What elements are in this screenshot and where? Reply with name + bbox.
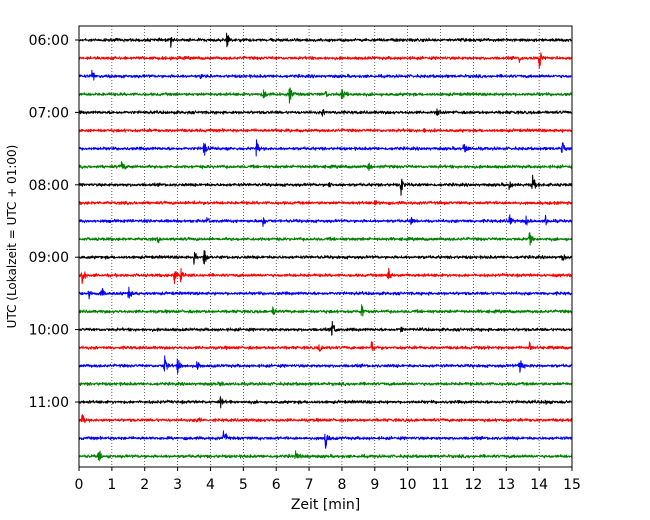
x-tick-label: 6 xyxy=(272,477,281,493)
trace-0815 xyxy=(78,199,573,206)
trace-0900 xyxy=(78,250,573,265)
trace-1100 xyxy=(78,396,573,409)
x-tick-label: 2 xyxy=(140,477,149,493)
trace-1145 xyxy=(78,450,573,462)
trace-0615 xyxy=(78,52,573,69)
x-tick-label: 7 xyxy=(305,477,314,493)
x-tick-label: 11 xyxy=(432,477,450,493)
y-tick-label: 06:00 xyxy=(29,33,69,49)
trace-0930 xyxy=(78,286,573,300)
trace-0800 xyxy=(78,174,573,196)
trace-1115 xyxy=(78,414,573,424)
trace-1000 xyxy=(78,320,573,336)
trace-0600 xyxy=(78,32,573,48)
x-tick-label: 8 xyxy=(337,477,346,493)
y-ticks: 06:00 07:00 08:00 09:00 10:00 11:00 xyxy=(29,33,79,411)
trace-0700 xyxy=(78,108,573,117)
x-tick-label: 3 xyxy=(173,477,182,493)
trace-0745 xyxy=(78,161,573,171)
trace-0645 xyxy=(78,87,573,104)
trace-0845 xyxy=(78,232,573,246)
x-axis-label: Zeit [min] xyxy=(291,497,360,513)
x-tick-label: 14 xyxy=(530,477,548,493)
x-ticks: 0 1 2 3 4 5 6 7 8 9 10 11 12 13 14 15 xyxy=(75,467,581,493)
trace-0730 xyxy=(78,139,573,157)
x-tick-label: 9 xyxy=(370,477,379,493)
x-tick-label: 0 xyxy=(75,477,84,493)
traces-layer xyxy=(78,32,573,462)
x-tick-label: 1 xyxy=(107,477,116,493)
x-tick-label: 4 xyxy=(206,477,215,493)
y-axis-label: UTC (Lokalzeit = UTC + 01:00) xyxy=(5,145,19,329)
trace-1015 xyxy=(78,341,573,352)
trace-0830 xyxy=(78,214,573,227)
trace-0715 xyxy=(78,127,573,133)
x-tick-label: 5 xyxy=(239,477,248,493)
plot-frame xyxy=(78,25,573,468)
y-tick-label: 07:00 xyxy=(29,105,69,121)
y-tick-label: 09:00 xyxy=(29,250,69,266)
x-tick-label: 10 xyxy=(399,477,417,493)
trace-0945 xyxy=(78,304,573,317)
trace-1130 xyxy=(78,430,573,449)
trace-1030 xyxy=(78,355,573,374)
trace-0630 xyxy=(78,69,573,81)
x-tick-label: 12 xyxy=(464,477,482,493)
trace-1045 xyxy=(78,381,573,387)
x-tick-label: 15 xyxy=(563,477,581,493)
x-tick-label: 13 xyxy=(497,477,515,493)
y-tick-label: 08:00 xyxy=(29,178,69,194)
trace-0915 xyxy=(78,267,573,285)
y-tick-label: 11:00 xyxy=(29,395,69,411)
y-tick-label: 10:00 xyxy=(29,323,69,339)
